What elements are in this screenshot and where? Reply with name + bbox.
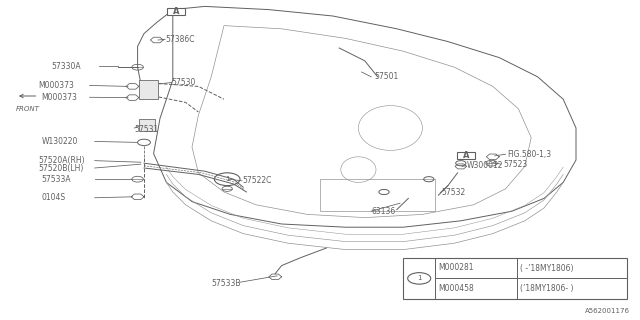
Bar — [140, 119, 155, 131]
Text: A: A — [463, 151, 469, 160]
Text: M000373: M000373 — [42, 93, 77, 102]
Text: 57533B: 57533B — [211, 279, 241, 288]
Text: ( -’18MY1806): ( -’18MY1806) — [520, 263, 574, 273]
Text: 57523: 57523 — [503, 160, 527, 169]
Text: M000458: M000458 — [438, 284, 474, 293]
Text: 57330A: 57330A — [51, 62, 81, 71]
Text: 1: 1 — [225, 176, 230, 182]
Text: 57533A: 57533A — [42, 175, 71, 184]
Text: A: A — [173, 7, 179, 16]
Text: W130220: W130220 — [42, 137, 78, 146]
Text: 57532: 57532 — [442, 188, 466, 197]
Text: 0104S: 0104S — [42, 193, 66, 202]
Bar — [139, 80, 158, 99]
Bar — [457, 152, 475, 159]
Text: (’18MY1806- ): (’18MY1806- ) — [520, 284, 574, 293]
Text: 57531: 57531 — [134, 125, 159, 134]
Text: 57522C: 57522C — [242, 176, 271, 185]
Text: 63136: 63136 — [371, 207, 396, 216]
FancyArrowPatch shape — [20, 94, 36, 98]
Text: 57520B(LH): 57520B(LH) — [38, 164, 84, 172]
Text: M000373: M000373 — [38, 81, 74, 90]
Bar — [320, 179, 435, 211]
Text: W300012: W300012 — [467, 161, 504, 170]
Text: 57386C: 57386C — [165, 35, 195, 44]
Bar — [403, 258, 627, 299]
Text: M000281: M000281 — [438, 263, 474, 273]
Text: 57520A(RH): 57520A(RH) — [38, 156, 85, 165]
Text: A562001176: A562001176 — [586, 308, 630, 314]
Text: 57501: 57501 — [374, 72, 399, 81]
Text: 57530: 57530 — [172, 78, 196, 87]
Bar — [167, 8, 185, 15]
Text: FIG.580-1,3: FIG.580-1,3 — [507, 150, 551, 159]
Text: FRONT: FRONT — [15, 106, 40, 112]
Text: 1: 1 — [417, 276, 422, 281]
